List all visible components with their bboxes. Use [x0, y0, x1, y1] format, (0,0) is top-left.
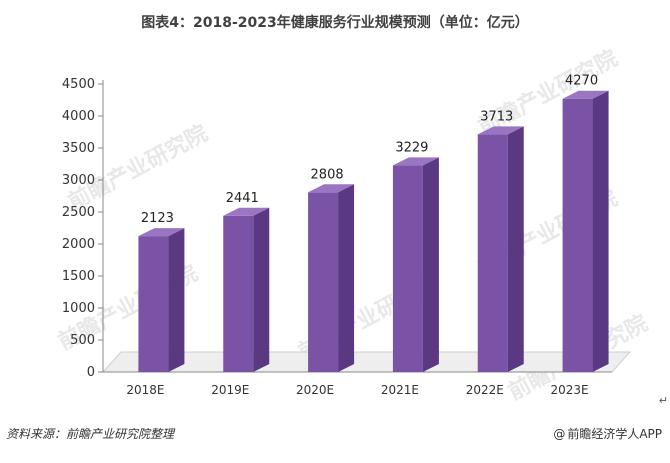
- x-tick-label: 2018E: [126, 383, 164, 397]
- bar-side: [168, 228, 185, 372]
- data-label: 4270: [565, 74, 598, 89]
- bar-top: [308, 184, 355, 193]
- bar-group: [477, 126, 524, 372]
- bar-top: [562, 90, 609, 99]
- y-tick-label: 3000: [62, 173, 95, 188]
- bar-group: [562, 90, 609, 372]
- data-label: 3713: [480, 109, 513, 124]
- bar: [308, 192, 339, 372]
- bar-top: [477, 126, 524, 135]
- y-tick-label: 1000: [62, 301, 95, 316]
- y-tick-label: 2500: [62, 205, 95, 220]
- return-mark: ↵: [658, 394, 668, 407]
- y-tick-label: 2000: [62, 237, 95, 252]
- bar: [138, 236, 169, 372]
- data-label: 2123: [141, 211, 174, 226]
- bar-group: [308, 184, 355, 372]
- y-tick-label: 0: [87, 365, 95, 380]
- y-tick-label: 4000: [62, 109, 95, 124]
- y-tick-label: 4500: [62, 77, 95, 92]
- bar-group: [223, 207, 270, 372]
- bar-side: [592, 90, 609, 372]
- bar-group: [392, 157, 439, 372]
- y-tick-label: 3500: [62, 141, 95, 156]
- bar-side: [253, 207, 270, 372]
- bar: [392, 165, 423, 372]
- bar: [477, 134, 508, 372]
- bar-group: [138, 228, 185, 372]
- bar-side: [507, 126, 524, 372]
- y-tick-label: 1500: [62, 269, 95, 284]
- credit-text: 前瞻经济学人APP: [567, 427, 662, 441]
- bar-top: [392, 157, 439, 166]
- data-label: 3229: [395, 140, 428, 155]
- data-label: 2441: [226, 191, 259, 206]
- x-tick-label: 2022E: [466, 383, 504, 397]
- at-icon: @: [553, 427, 566, 441]
- bar: [562, 98, 593, 372]
- x-tick-label: 2021E: [381, 383, 419, 397]
- y-tick-label: 500: [70, 333, 95, 348]
- x-tick-label: 2020E: [296, 383, 334, 397]
- credit: @ 前瞻经济学人APP: [553, 425, 662, 442]
- data-label: 2808: [311, 167, 344, 182]
- bar: [223, 215, 254, 372]
- x-tick-label: 2023E: [551, 383, 589, 397]
- x-tick-label: 2019E: [211, 383, 249, 397]
- source-note: 资料来源：前瞻产业研究院整理: [6, 427, 175, 441]
- bar-top: [223, 207, 270, 216]
- chart-title: 图表4：2018-2023年健康服务行业规模预测（单位：亿元）: [141, 15, 529, 31]
- bar-side: [338, 184, 355, 372]
- bar-side: [422, 157, 439, 372]
- bar-top: [138, 228, 185, 237]
